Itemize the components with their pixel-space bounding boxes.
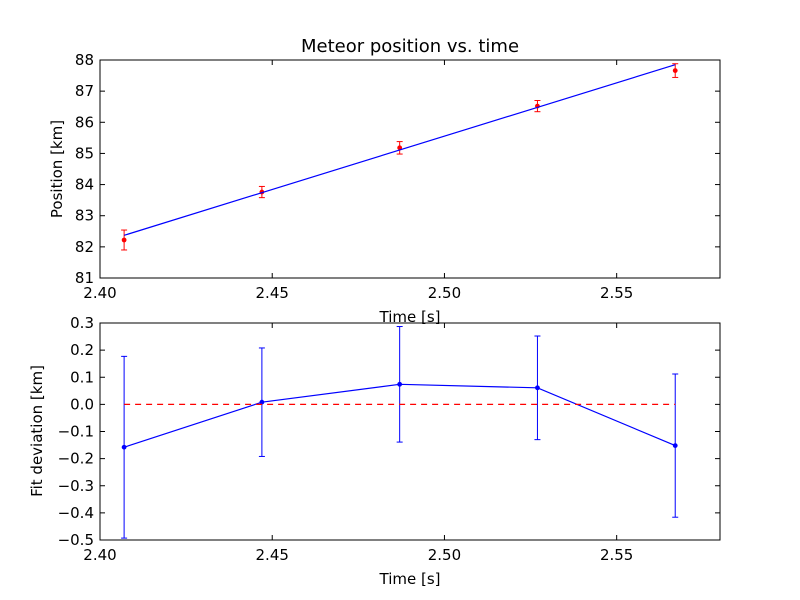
position-y-tick-label: 83 <box>75 207 94 225</box>
deviation-y-tick-label: 0.3 <box>70 314 94 332</box>
deviation-y-tick-label: −0.5 <box>58 531 94 549</box>
position-x-tick-label: 2.50 <box>428 284 461 302</box>
deviation-y-tick-label: 0.2 <box>70 341 94 359</box>
position-x-tick-label: 2.55 <box>600 284 633 302</box>
position-y-tick-label: 85 <box>75 144 94 162</box>
deviation-point <box>121 444 127 450</box>
deviation-y-tick-label: 0.0 <box>70 395 94 413</box>
deviation-point <box>672 443 678 449</box>
position-y-tick-label: 86 <box>75 113 94 131</box>
deviation-y-tick-label: −0.3 <box>58 477 94 495</box>
deviation-y-tick-label: −0.4 <box>58 504 94 522</box>
deviation-x-tick-label: 2.40 <box>83 546 116 564</box>
position-point <box>672 68 678 73</box>
position-plot-frame <box>99 59 721 279</box>
position-y-tick-label: 82 <box>75 238 94 256</box>
position-x-tick-label: 2.45 <box>256 284 289 302</box>
deviation-point <box>397 381 403 387</box>
deviation-y-tick-label: 0.1 <box>70 368 94 386</box>
position-chart: Meteor position vs. time Time [s] Positi… <box>48 36 721 326</box>
position-x-axis-label: Time [s] <box>379 308 441 326</box>
deviation-point <box>535 385 540 391</box>
position-y-tick-label: 88 <box>75 51 94 69</box>
deviation-point <box>259 399 265 405</box>
deviation-x-tick-label: 2.45 <box>256 546 289 564</box>
deviation-y-tick-label: −0.2 <box>58 450 94 468</box>
position-y-tick-label: 87 <box>75 82 94 100</box>
position-x-tick-label: 2.40 <box>83 284 116 302</box>
deviation-y-axis-label: Fit deviation [km] <box>28 365 46 497</box>
position-y-axis-label: Position [km] <box>48 120 66 218</box>
chart-title: Meteor position vs. time <box>301 36 519 57</box>
deviation-x-axis-label: Time [s] <box>379 570 441 588</box>
fit-line <box>123 64 676 236</box>
deviation-y-tick-label: −0.1 <box>58 423 94 441</box>
position-y-tick-label: 81 <box>75 269 94 287</box>
position-point <box>121 237 127 243</box>
position-y-tick-label: 84 <box>75 176 94 194</box>
deviation-x-tick-label: 2.55 <box>600 546 633 564</box>
deviation-chart: Time [s] Fit deviation [km] 2.40 2.45 2.50… <box>28 314 721 588</box>
deviation-x-tick-label: 2.50 <box>428 546 461 564</box>
